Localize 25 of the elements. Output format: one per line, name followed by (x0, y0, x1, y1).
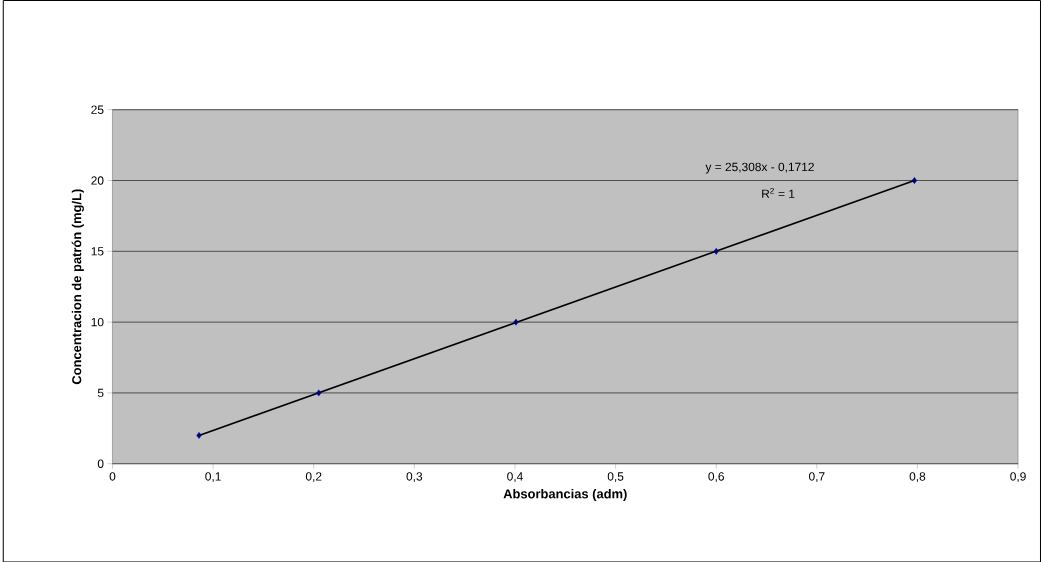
x-tick-label: 0,3 (406, 472, 423, 482)
y-tick-label: 25 (91, 105, 104, 114)
x-tick-label: 0,2 (305, 472, 322, 482)
x-tick-label: 0,8 (909, 472, 926, 482)
x-axis-title: Absorbancias (adm) (503, 488, 627, 501)
y-axis-title: Concentracion de patrón (mg/L) (71, 189, 84, 384)
x-tick-label: 0 (109, 472, 116, 481)
y-tick-label: 5 (97, 388, 104, 397)
x-tick-label: 0,6 (708, 472, 724, 482)
x-tick-label: 0,9 (1010, 472, 1026, 482)
annotation: R$^{2}$ = 1 (762, 187, 795, 198)
annotation: y = 25,308x - 0,1712 (705, 162, 814, 174)
point (316, 389, 322, 397)
x-tick-label: 0,7 (809, 472, 825, 482)
point (911, 176, 918, 184)
point (196, 431, 202, 439)
x-tick-label: 0,4 (507, 472, 523, 482)
y-tick-label: 20 (91, 176, 104, 185)
x-tick-label: 0,1 (205, 472, 221, 482)
y-tick-label: 10 (91, 317, 104, 327)
point (713, 247, 719, 255)
x-tick-label: 0,5 (607, 472, 624, 482)
point (513, 318, 519, 326)
y-tick-label: 15 (91, 246, 104, 256)
y-tick-label: 0 (97, 459, 104, 468)
